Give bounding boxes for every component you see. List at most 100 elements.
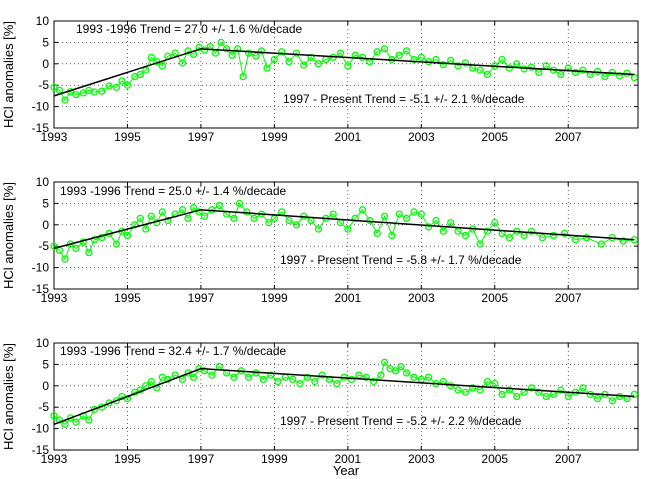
y-tick-label: 5 (42, 35, 49, 49)
data-point (498, 390, 506, 399)
data-point (228, 51, 236, 59)
data-point (61, 96, 69, 104)
data-point (259, 375, 268, 384)
data-point (164, 216, 172, 225)
data-point (222, 45, 231, 53)
data-point (112, 240, 121, 248)
data-point (549, 231, 558, 240)
data-point (397, 362, 405, 371)
data-point (285, 216, 293, 225)
plot-area (53, 20, 639, 129)
data-point (245, 373, 253, 381)
data-point (336, 49, 345, 57)
data-point (178, 206, 187, 214)
data-point (252, 52, 260, 60)
data-point (417, 210, 425, 218)
x-tick-label: 1993 (41, 452, 68, 466)
data-point (147, 212, 155, 220)
data-point (424, 373, 433, 381)
trend-line (53, 48, 635, 97)
data-point (208, 371, 216, 379)
x-tick-label: 2001 (334, 291, 361, 305)
data-point (55, 86, 64, 94)
data-point (72, 418, 80, 426)
y-axis-label: HCl anomalies [%] (1, 182, 16, 289)
data-point (292, 221, 301, 229)
data-point (483, 227, 492, 235)
y-tick-label: -5 (38, 239, 49, 253)
data-point (491, 380, 499, 388)
x-tick-label: 2001 (334, 452, 361, 466)
data-point (136, 70, 144, 79)
data-point (476, 66, 484, 74)
data-point (402, 369, 411, 377)
trend-line (53, 209, 635, 250)
data-point (90, 236, 99, 244)
data-point (105, 82, 113, 90)
data-point (112, 397, 121, 405)
data-point (447, 382, 455, 390)
data-point (615, 72, 624, 80)
data-point (200, 367, 209, 375)
data-point (369, 377, 378, 386)
data-point (61, 420, 69, 428)
y-tick-label: -10 (32, 261, 50, 275)
data-point (250, 214, 258, 223)
data-point (557, 386, 565, 394)
data-point (90, 88, 99, 96)
data-point (388, 231, 396, 240)
data-point (535, 388, 543, 396)
data-point (217, 38, 225, 47)
data-point (66, 414, 75, 422)
data-point (311, 377, 319, 386)
data-point (230, 214, 238, 223)
data-point (560, 229, 569, 238)
data-point (112, 83, 121, 91)
data-point (303, 373, 312, 381)
data-point (329, 210, 337, 218)
data-point (50, 412, 58, 420)
data-point (243, 208, 251, 216)
data-point (118, 77, 126, 85)
data-point (373, 229, 381, 238)
data-point (263, 64, 271, 72)
data-point (344, 225, 352, 233)
anomaly-series-line (53, 202, 635, 261)
trend-annotation: 1997 - Present Trend = -5.8 +/- 1.7 %/de… (280, 253, 522, 267)
data-point (447, 219, 455, 227)
data-point (265, 219, 273, 227)
data-point (601, 72, 609, 81)
data-point (483, 377, 492, 386)
data-point (274, 377, 282, 386)
data-point (579, 66, 587, 74)
data-point (527, 63, 536, 71)
data-point (123, 81, 132, 89)
data-point (402, 47, 411, 55)
data-point (158, 62, 167, 70)
data-point (410, 208, 418, 216)
y-tick-label: 10 (36, 336, 50, 350)
data-point (189, 373, 198, 381)
data-point (597, 240, 605, 248)
data-point (608, 397, 616, 405)
data-point (98, 87, 106, 95)
plot-area (53, 181, 639, 290)
data-point (579, 384, 587, 392)
data-point (50, 83, 58, 91)
x-tick-label: 1997 (188, 130, 215, 144)
x-tick-label: 2007 (555, 130, 582, 144)
data-point (461, 59, 470, 67)
x-tick-label: 2005 (481, 130, 508, 144)
y-tick-label: -10 (32, 422, 50, 436)
data-point (402, 214, 411, 223)
data-point (347, 375, 356, 384)
y-tick-label: 0 (42, 218, 49, 232)
data-point (351, 214, 359, 223)
data-point (417, 53, 425, 62)
data-point (469, 384, 477, 392)
data-point (380, 212, 389, 220)
x-tick-label: 1999 (261, 452, 288, 466)
data-point (439, 227, 447, 235)
